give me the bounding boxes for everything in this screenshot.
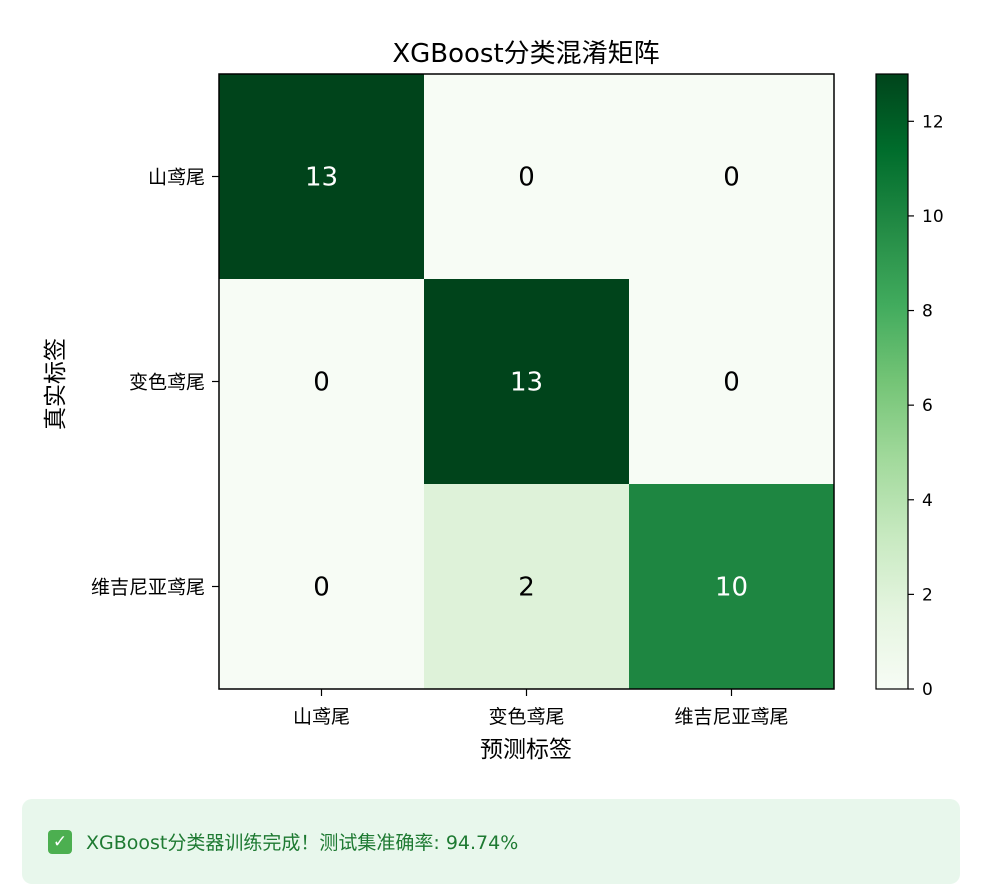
heatmap-cell <box>424 484 630 690</box>
colorbar-tick-label: 4 <box>922 491 933 511</box>
cell-value-label: 0 <box>518 163 535 193</box>
heatmap-cell <box>424 279 630 485</box>
x-axis-label: 预测标签 <box>480 737 572 763</box>
colorbar-tick-label: 12 <box>922 112 944 132</box>
colorbar-tick-label: 2 <box>922 585 933 605</box>
cell-value-label: 0 <box>313 368 330 398</box>
colorbar <box>875 73 909 690</box>
heatmap-cell <box>219 279 425 485</box>
heatmap-cell <box>629 74 835 280</box>
y-axis-label: 真实标签 <box>43 338 69 430</box>
y-tick-label: 变色鸢尾 <box>129 372 205 394</box>
cell-value-label: 13 <box>305 163 338 193</box>
cell-value-label: 0 <box>723 163 740 193</box>
colorbar-tick-label: 10 <box>922 207 944 227</box>
x-tick-label: 维吉尼亚鸢尾 <box>674 706 788 728</box>
heatmap-cell <box>629 484 835 690</box>
colorbar-tick-label: 6 <box>922 396 933 416</box>
heatmap-cell <box>219 74 425 280</box>
status-banner: ✓ XGBoost分类器训练完成！测试集准确率: 94.74% <box>22 799 960 884</box>
cell-value-label: 0 <box>723 368 740 398</box>
heatmap-cell <box>629 279 835 485</box>
x-tick-label: 山鸢尾 <box>293 706 350 728</box>
heatmap-cell <box>219 484 425 690</box>
x-tick-label: 变色鸢尾 <box>488 706 564 728</box>
cell-value-label: 2 <box>518 573 535 603</box>
y-tick-label: 维吉尼亚鸢尾 <box>91 577 205 599</box>
check-icon: ✓ <box>48 829 72 854</box>
cell-value-label: 0 <box>313 573 330 603</box>
status-message: XGBoost分类器训练完成！测试集准确率: 94.74% <box>86 832 519 854</box>
y-tick-label: 山鸢尾 <box>148 167 205 189</box>
heatmap-cell <box>424 74 630 280</box>
cell-value-label: 13 <box>510 368 543 398</box>
chart-title: XGBoost分类混淆矩阵 <box>392 39 659 69</box>
confusion-matrix-figure: XGBoost分类混淆矩阵 13 0 00 13 00 2 10 山鸢尾 变色鸢尾 维吉尼亚鸢尾… <box>43 39 944 763</box>
colorbar-tick-label: 8 <box>922 302 933 322</box>
cell-value-label: 10 <box>715 573 748 603</box>
colorbar-tick-label: 0 <box>922 680 933 700</box>
